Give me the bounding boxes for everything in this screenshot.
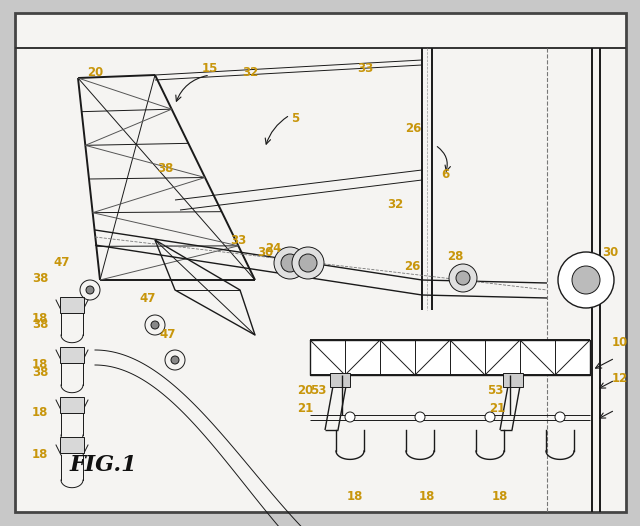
Bar [310,340,590,375]
Text: 38: 38 [32,271,48,285]
Text: 47: 47 [140,291,156,305]
Circle shape [171,356,179,364]
Text: 18: 18 [492,491,508,503]
Circle shape [456,271,470,285]
Text: 32: 32 [387,198,403,211]
Text: 32: 32 [242,66,258,78]
Circle shape [555,412,565,422]
Text: 26: 26 [404,260,420,274]
Circle shape [485,412,495,422]
Text: 21: 21 [297,401,313,414]
Text: 28: 28 [447,249,463,262]
Text: 10: 10 [612,336,628,349]
Bar [60,397,84,413]
Circle shape [345,412,355,422]
Bar [60,347,84,363]
Circle shape [572,266,600,294]
Text: 18: 18 [32,448,48,460]
Bar [60,437,84,453]
Bar [503,373,523,387]
Text: 47: 47 [54,256,70,268]
Text: 20: 20 [87,66,103,78]
Text: 21: 21 [489,401,505,414]
Circle shape [449,264,477,292]
Text: 47: 47 [160,329,176,341]
Text: 18: 18 [32,311,48,325]
Bar [60,297,84,313]
Text: 53: 53 [487,383,503,397]
Text: 30: 30 [602,247,618,259]
Text: 38: 38 [157,161,173,175]
Circle shape [86,286,94,294]
Circle shape [299,254,317,272]
Circle shape [558,252,614,308]
Text: 24: 24 [265,241,281,255]
Text: 38: 38 [32,319,48,331]
Text: 53: 53 [310,383,326,397]
Circle shape [274,247,306,279]
Text: 18: 18 [419,491,435,503]
Text: 33: 33 [357,62,373,75]
Circle shape [281,254,299,272]
Text: 12: 12 [612,371,628,385]
Text: 18: 18 [32,359,48,371]
Bar [330,373,350,387]
Text: 18: 18 [347,491,363,503]
Text: 30: 30 [257,246,273,258]
Text: FIG.1: FIG.1 [70,454,138,476]
Text: 6: 6 [441,168,449,181]
Text: 26: 26 [405,122,421,135]
Text: 33: 33 [230,234,246,247]
Circle shape [292,247,324,279]
Text: 38: 38 [32,366,48,379]
Circle shape [151,321,159,329]
Text: 5: 5 [291,112,299,125]
Text: 15: 15 [202,62,218,75]
Circle shape [415,412,425,422]
Text: 18: 18 [32,407,48,420]
Text: 20: 20 [297,383,313,397]
